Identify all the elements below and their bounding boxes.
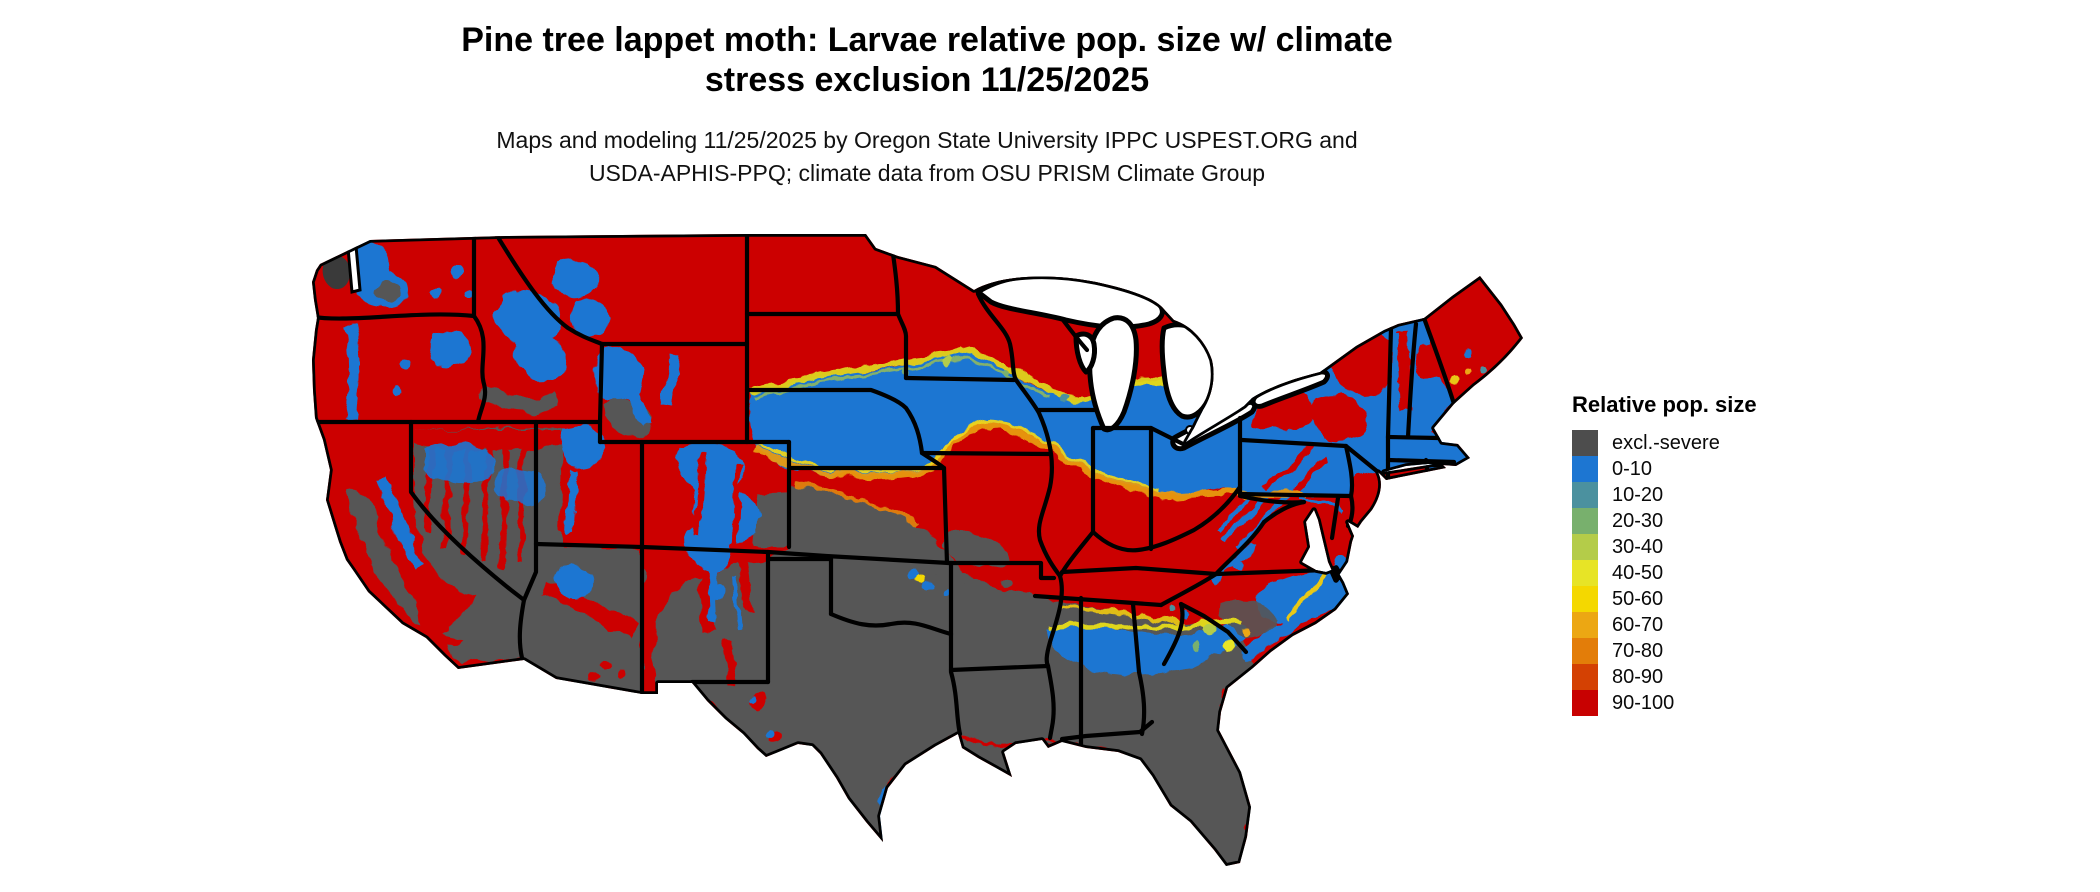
legend-color-swatch — [1572, 586, 1598, 612]
legend-items: excl.-severe 0-10 10-20 20-30 30-40 — [1572, 430, 1832, 716]
legend-color-swatch — [1572, 612, 1598, 638]
legend-title: Relative pop. size — [1572, 392, 1757, 417]
legend: Relative pop. size excl.-severe 0-10 10-… — [1572, 392, 1832, 716]
legend-label: 80-90 — [1612, 665, 1664, 688]
map-title-line1: Pine tree lappet moth: Larvae relative p… — [461, 21, 1393, 59]
map-subtitle: Maps and modeling 11/25/2025 by Oregon S… — [0, 124, 1854, 190]
legend-color-swatch — [1572, 456, 1598, 482]
us-map-svg — [312, 234, 1523, 866]
legend-label: 30-40 — [1612, 535, 1664, 558]
legend-row: 70-80 — [1572, 638, 1832, 664]
legend-row: 80-90 — [1572, 664, 1832, 690]
legend-label: 50-60 — [1612, 587, 1664, 610]
legend-label: 40-50 — [1612, 561, 1664, 584]
florida-keys — [1241, 865, 1247, 866]
us-choropleth-map — [306, 232, 1526, 882]
legend-color-swatch — [1572, 638, 1598, 664]
legend-color-swatch — [1572, 508, 1598, 534]
legend-label: 70-80 — [1612, 639, 1664, 662]
legend-row: 60-70 — [1572, 612, 1832, 638]
legend-row: 30-40 — [1572, 534, 1832, 560]
legend-label: 20-30 — [1612, 509, 1664, 532]
legend-color-swatch — [1572, 430, 1598, 456]
legend-label: 0-10 — [1612, 457, 1653, 480]
map-title-line2: stress exclusion 11/25/2025 — [704, 61, 1150, 99]
state-borders — [312, 234, 1457, 747]
legend-label: 60-70 — [1612, 613, 1664, 636]
legend-color-swatch — [1572, 534, 1598, 560]
legend-row: 50-60 — [1572, 586, 1832, 612]
olympic-peninsula — [322, 255, 351, 290]
legend-label: excl.-severe — [1612, 431, 1720, 454]
map-raster-layer — [312, 234, 1523, 866]
legend-row: 0-10 — [1572, 456, 1832, 482]
legend-color-swatch — [1572, 664, 1598, 690]
map-subtitle-line2: USDA-APHIS-PPQ; climate data from OSU PR… — [588, 160, 1266, 186]
legend-color-swatch — [1572, 482, 1598, 508]
legend-label: 10-20 — [1612, 483, 1664, 506]
legend-color-swatch — [1572, 690, 1598, 716]
legend-color-swatch — [1572, 560, 1598, 586]
legend-row: excl.-severe — [1572, 430, 1832, 456]
legend-row: 40-50 — [1572, 560, 1832, 586]
map-title: Pine tree lappet moth: Larvae relative p… — [0, 20, 1854, 100]
legend-label: 90-100 — [1612, 691, 1675, 714]
legend-row: 90-100 — [1572, 690, 1832, 716]
map-subtitle-line1: Maps and modeling 11/25/2025 by Oregon S… — [496, 127, 1358, 153]
legend-row: 20-30 — [1572, 508, 1832, 534]
legend-row: 10-20 — [1572, 482, 1832, 508]
